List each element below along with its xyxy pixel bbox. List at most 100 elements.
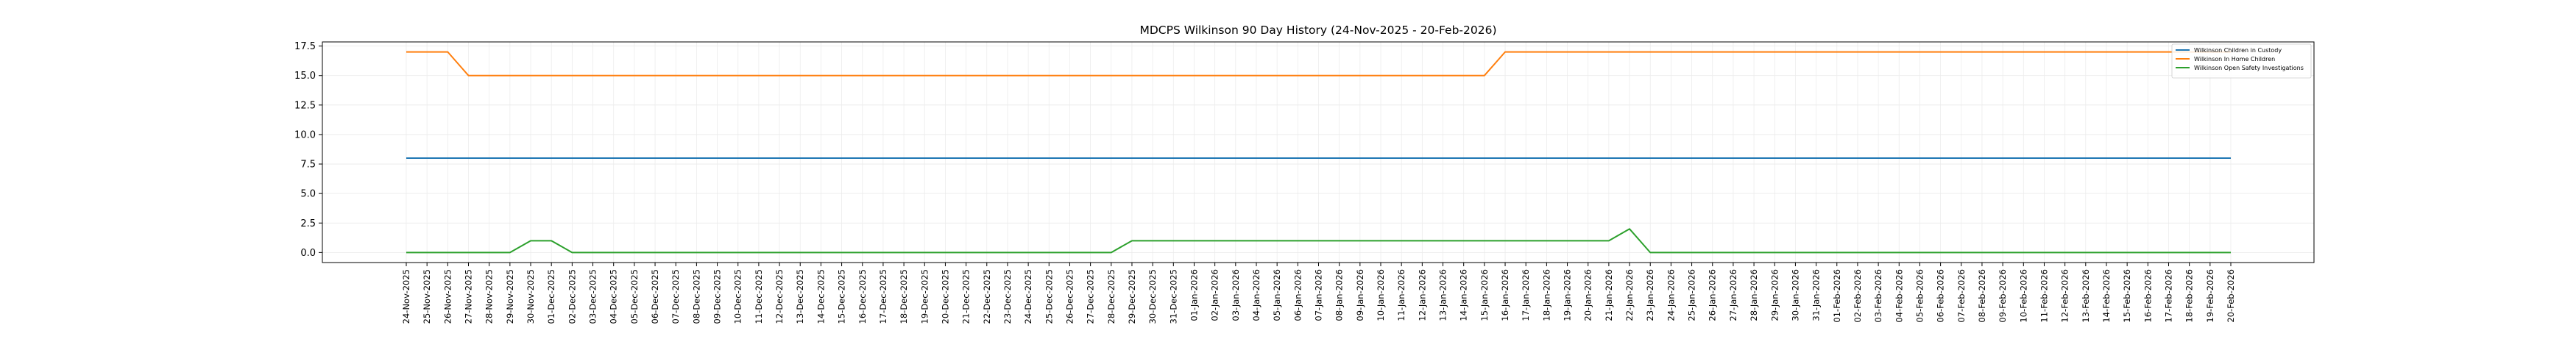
x-tick-label: 17-Feb-2026 (2163, 269, 2173, 323)
x-tick-label: 12-Dec-2025 (774, 269, 785, 324)
y-tick-label: 7.5 (300, 160, 316, 171)
x-tick-label: 13-Dec-2025 (795, 269, 805, 324)
x-tick-label: 14-Dec-2025 (815, 269, 826, 324)
x-tick-label: 26-Jan-2026 (1708, 269, 1718, 321)
x-tick-label: 10-Feb-2026 (2018, 269, 2028, 323)
x-tick-label: 08-Jan-2026 (1334, 269, 1345, 321)
x-tick-label: 11-Dec-2025 (754, 269, 764, 324)
x-tick-label: 20-Dec-2025 (940, 269, 950, 324)
x-tick-label: 06-Feb-2026 (1936, 269, 1946, 323)
x-tick-label: 16-Jan-2026 (1500, 269, 1510, 321)
x-tick-label: 21-Jan-2026 (1604, 269, 1614, 321)
x-tick-label: 10-Jan-2026 (1376, 269, 1386, 321)
x-tick-label: 12-Feb-2026 (2060, 269, 2070, 323)
legend-label: Wilkinson In Home Children (2194, 56, 2275, 63)
x-tick-label: 07-Feb-2026 (1956, 269, 1967, 323)
y-tick-label: 5.0 (300, 189, 316, 200)
x-tick-label: 21-Dec-2025 (961, 269, 972, 324)
x-tick-label: 15-Jan-2026 (1479, 269, 1490, 321)
x-tick-label: 19-Dec-2025 (919, 269, 930, 324)
y-axis: 0.0 2.5 5.0 7.5 10.0 12.5 15.0 17.5 (294, 41, 322, 259)
x-tick-label: 30-Jan-2026 (1790, 269, 1800, 321)
x-tick-label: 20-Feb-2026 (2226, 269, 2236, 323)
chart-title: MDCPS Wilkinson 90 Day History (24-Nov-2… (1139, 24, 1496, 37)
x-tick-label: 14-Jan-2026 (1459, 269, 1469, 321)
y-tick-label: 15.0 (294, 71, 316, 82)
x-tick-label: 25-Dec-2025 (1044, 269, 1054, 324)
y-tick-label: 2.5 (300, 218, 316, 229)
x-tick-label: 06-Dec-2025 (650, 269, 660, 324)
legend-label: Wilkinson Open Safety Investigations (2194, 65, 2304, 71)
x-tick-label: 29-Dec-2025 (1127, 269, 1137, 324)
x-tick-label: 08-Dec-2025 (691, 269, 701, 324)
x-tick-label: 25-Jan-2026 (1687, 269, 1697, 321)
x-tick-label: 11-Jan-2026 (1396, 269, 1406, 321)
x-tick-label: 03-Feb-2026 (1873, 269, 1883, 323)
x-tick-label: 01-Jan-2026 (1189, 269, 1199, 321)
x-tick-label: 08-Feb-2026 (1977, 269, 1987, 323)
x-tick-label: 13-Jan-2026 (1438, 269, 1448, 321)
x-tick-label: 31-Jan-2026 (1811, 269, 1822, 321)
x-tick-label: 04-Feb-2026 (1894, 269, 1904, 323)
series-layer (406, 51, 2231, 254)
x-tick-label: 30-Dec-2025 (1147, 269, 1158, 324)
legend: Wilkinson Children in Custody Wilkinson I… (2171, 43, 2312, 79)
x-tick-label: 19-Jan-2026 (1563, 269, 1573, 321)
x-tick-label: 16-Dec-2025 (857, 269, 868, 324)
x-tick-label: 02-Jan-2026 (1210, 269, 1220, 321)
x-tick-label: 27-Dec-2025 (1086, 269, 1096, 324)
x-tick-label: 24-Jan-2026 (1666, 269, 1676, 321)
x-tick-label: 18-Dec-2025 (899, 269, 909, 324)
y-tick-label: 0.0 (300, 248, 316, 259)
x-tick-label: 26-Nov-2025 (442, 269, 453, 324)
y-tick-label: 12.5 (294, 100, 316, 111)
x-tick-label: 31-Dec-2025 (1168, 269, 1178, 324)
x-tick-label: 25-Nov-2025 (422, 269, 432, 324)
x-tick-label: 12-Jan-2026 (1417, 269, 1427, 321)
x-tick-label: 28-Nov-2025 (484, 269, 495, 324)
x-axis: 24-Nov-2025 25-Nov-2025 26-Nov-2025 27-Nov-… (401, 263, 2236, 324)
x-tick-label: 19-Feb-2026 (2205, 269, 2215, 323)
x-tick-label: 16-Feb-2026 (2142, 269, 2153, 323)
x-tick-label: 28-Dec-2025 (1106, 269, 1117, 324)
x-tick-label: 28-Jan-2026 (1749, 269, 1759, 321)
x-tick-label: 09-Feb-2026 (1998, 269, 2008, 323)
y-tick-label: 10.0 (294, 129, 316, 140)
x-tick-label: 20-Jan-2026 (1583, 269, 1593, 321)
x-tick-label: 07-Dec-2025 (670, 269, 681, 324)
x-tick-label: 11-Feb-2026 (2039, 269, 2049, 323)
x-tick-label: 23-Jan-2026 (1645, 269, 1655, 321)
x-tick-label: 27-Nov-2025 (464, 269, 474, 324)
series-line (406, 51, 2231, 76)
x-tick-label: 13-Feb-2026 (2081, 269, 2091, 323)
x-tick-label: 17-Dec-2025 (878, 269, 888, 324)
x-tick-label: 29-Nov-2025 (505, 269, 515, 324)
x-tick-label: 04-Dec-2025 (609, 269, 619, 324)
x-tick-label: 02-Feb-2026 (1853, 269, 1863, 323)
x-tick-label: 30-Nov-2025 (526, 269, 536, 324)
x-tick-label: 02-Dec-2025 (567, 269, 577, 324)
x-tick-label: 03-Dec-2025 (588, 269, 598, 324)
x-tick-label: 01-Feb-2026 (1832, 269, 1842, 323)
x-tick-label: 17-Jan-2026 (1521, 269, 1531, 321)
x-tick-label: 01-Dec-2025 (546, 269, 556, 324)
x-tick-label: 09-Jan-2026 (1355, 269, 1365, 321)
x-tick-label: 22-Jan-2026 (1624, 269, 1635, 321)
x-tick-label: 23-Dec-2025 (1002, 269, 1013, 324)
x-tick-label: 05-Feb-2026 (1914, 269, 1925, 323)
x-tick-label: 09-Dec-2025 (712, 269, 723, 324)
x-tick-label: 18-Jan-2026 (1541, 269, 1551, 321)
x-tick-label: 24-Nov-2025 (401, 269, 411, 324)
x-tick-label: 05-Jan-2026 (1272, 269, 1282, 321)
x-tick-label: 05-Dec-2025 (629, 269, 640, 324)
x-tick-label: 07-Jan-2026 (1314, 269, 1324, 321)
x-tick-label: 10-Dec-2025 (733, 269, 743, 324)
x-tick-label: 15-Feb-2026 (2122, 269, 2132, 323)
legend-box (2171, 43, 2312, 79)
x-tick-label: 04-Jan-2026 (1251, 269, 1262, 321)
grid (322, 42, 2314, 263)
x-tick-label: 29-Jan-2026 (1769, 269, 1780, 321)
x-tick-label: 18-Feb-2026 (2184, 269, 2195, 323)
legend-label: Wilkinson Children in Custody (2194, 47, 2282, 54)
